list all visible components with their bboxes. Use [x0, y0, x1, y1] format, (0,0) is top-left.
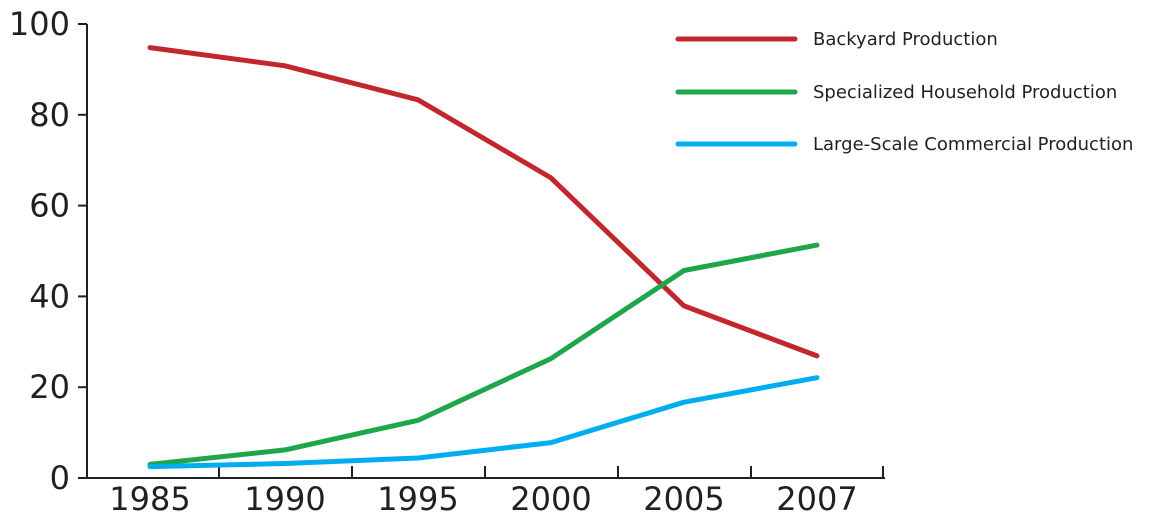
- x-tick-label: 1995: [377, 480, 458, 518]
- x-tick-label: 2007: [776, 480, 857, 518]
- y-ticks: 0 20 40 60 80 100: [9, 5, 87, 497]
- legend-label: Backyard Production: [813, 29, 998, 50]
- y-tick-label: 100: [9, 5, 70, 43]
- y-tick-label: 60: [29, 187, 70, 225]
- x-ticks: 1985 1990 1995 2000 2005 2007: [109, 466, 884, 518]
- y-tick-label: 80: [29, 96, 70, 134]
- x-tick-label: 2000: [510, 480, 591, 518]
- series-line-2: [147, 242, 820, 467]
- series-line-3: [147, 375, 820, 470]
- x-tick-label: 1985: [109, 480, 190, 518]
- series-lines: [147, 45, 820, 470]
- y-tick-label: 20: [29, 368, 70, 406]
- legend-label: Specialized Household Production: [813, 82, 1117, 103]
- series-line-1: [147, 45, 820, 359]
- legend: Backyard Production Specialized Household…: [675, 29, 1133, 155]
- x-tick-label: 2005: [643, 480, 724, 518]
- y-tick-label: 0: [50, 459, 70, 497]
- legend-label: Large-Scale Commercial Production: [813, 134, 1133, 155]
- x-tick-label: 1990: [244, 480, 325, 518]
- y-tick-label: 40: [29, 277, 70, 315]
